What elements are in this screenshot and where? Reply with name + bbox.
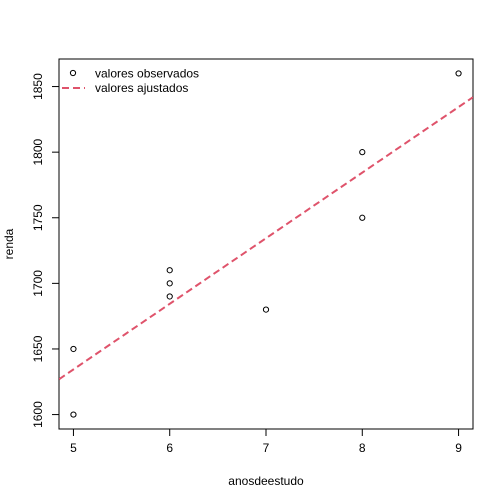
y-tick-label: 1800 xyxy=(31,138,45,165)
observed-point xyxy=(359,214,366,221)
x-tick-label: 6 xyxy=(166,441,173,455)
observed-point xyxy=(455,70,462,77)
y-tick-label: 1750 xyxy=(31,204,45,231)
y-tick-label: 1650 xyxy=(31,335,45,362)
y-axis: 1600 1650 1700 1750 1800 1850 xyxy=(31,73,59,428)
y-tick-label: 1600 xyxy=(31,401,45,428)
observed-point xyxy=(166,280,173,287)
fitted-line xyxy=(59,96,473,381)
x-tick-label: 9 xyxy=(455,441,462,455)
x-tick-label: 8 xyxy=(359,441,366,455)
observed-point xyxy=(166,267,173,274)
observed-point xyxy=(359,149,366,156)
legend-label-observed: valores observados xyxy=(95,67,199,81)
legend-label-fitted: valores ajustados xyxy=(95,81,188,95)
y-tick-label: 1850 xyxy=(31,73,45,100)
x-axis: 5 6 7 8 9 xyxy=(70,429,462,455)
observed-point xyxy=(166,293,173,300)
y-tick-label: 1700 xyxy=(31,270,45,297)
observed-point xyxy=(70,345,77,353)
legend: valores observados valores ajustados xyxy=(62,67,199,95)
x-tick-label: 7 xyxy=(263,441,270,455)
legend-point-symbol xyxy=(69,69,77,77)
fitted-line-layer xyxy=(59,96,473,381)
observed-point xyxy=(70,411,77,418)
plot-box xyxy=(58,58,474,430)
x-tick-label: 5 xyxy=(70,441,77,455)
y-axis-title: renda xyxy=(2,228,16,259)
observed-points-layer xyxy=(70,70,462,418)
x-axis-title: anosdeestudo xyxy=(228,474,304,488)
observed-point xyxy=(262,306,270,313)
